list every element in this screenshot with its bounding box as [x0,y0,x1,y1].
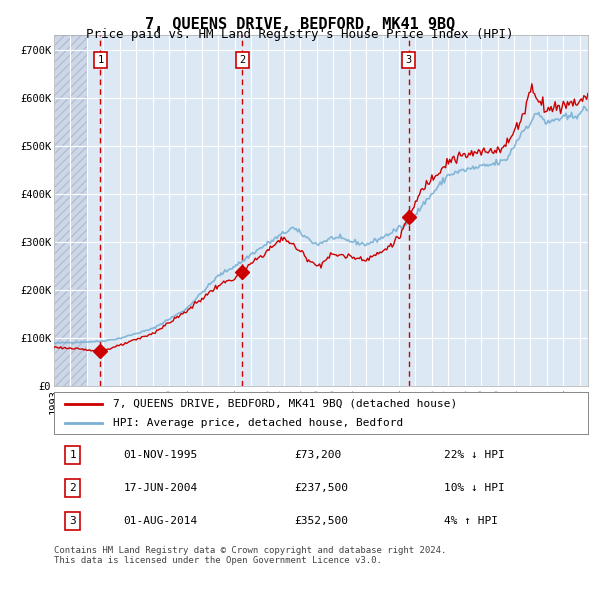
Text: 10% ↓ HPI: 10% ↓ HPI [444,483,505,493]
Text: 3: 3 [70,516,76,526]
Text: 22% ↓ HPI: 22% ↓ HPI [444,450,505,460]
Text: 7, QUEENS DRIVE, BEDFORD, MK41 9BQ (detached house): 7, QUEENS DRIVE, BEDFORD, MK41 9BQ (deta… [113,399,457,409]
Text: 01-AUG-2014: 01-AUG-2014 [124,516,197,526]
Text: £237,500: £237,500 [295,483,348,493]
Text: HPI: Average price, detached house, Bedford: HPI: Average price, detached house, Bedf… [113,418,403,428]
Text: 1: 1 [70,450,76,460]
Text: £73,200: £73,200 [295,450,341,460]
Text: £352,500: £352,500 [295,516,348,526]
Text: 2: 2 [239,55,245,65]
Text: 1: 1 [97,55,104,65]
Text: 4% ↑ HPI: 4% ↑ HPI [444,516,498,526]
Text: 3: 3 [406,55,412,65]
Text: Contains HM Land Registry data © Crown copyright and database right 2024.
This d: Contains HM Land Registry data © Crown c… [54,546,446,565]
Text: 17-JUN-2004: 17-JUN-2004 [124,483,197,493]
Bar [54,35,87,386]
Text: 01-NOV-1995: 01-NOV-1995 [124,450,197,460]
Text: 7, QUEENS DRIVE, BEDFORD, MK41 9BQ: 7, QUEENS DRIVE, BEDFORD, MK41 9BQ [145,17,455,31]
Text: 2: 2 [70,483,76,493]
Text: Price paid vs. HM Land Registry's House Price Index (HPI): Price paid vs. HM Land Registry's House … [86,28,514,41]
